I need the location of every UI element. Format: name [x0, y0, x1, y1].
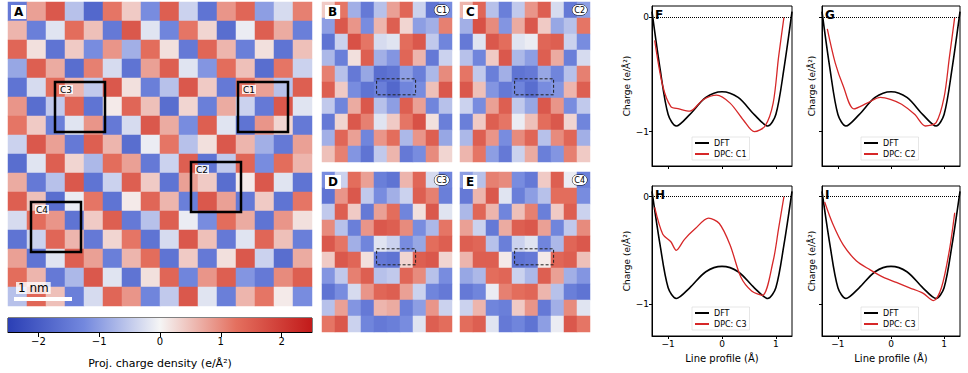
svg-text:I: I [825, 188, 829, 202]
svg-text:−2: −2 [31, 336, 46, 347]
svg-text:−1: −1 [92, 336, 107, 347]
svg-text:DPC: C3: DPC: C3 [883, 320, 915, 329]
svg-text:Charge (e/Å²): Charge (e/Å²) [621, 231, 632, 292]
svg-text:0: 0 [643, 192, 649, 202]
svg-text:1: 1 [941, 339, 947, 349]
svg-text:0: 0 [643, 12, 649, 22]
svg-text:0: 0 [719, 339, 725, 349]
svg-text:−1: −1 [831, 339, 844, 349]
svg-text:A: A [14, 5, 24, 19]
svg-text:DPC: C3: DPC: C3 [714, 320, 746, 329]
svg-text:C4: C4 [574, 176, 585, 185]
svg-text:H: H [655, 188, 665, 202]
svg-text:Line profile (Å): Line profile (Å) [854, 352, 928, 364]
svg-text:−1: −1 [636, 299, 649, 309]
svg-text:E: E [466, 175, 474, 189]
svg-text:Charge (e/Å²): Charge (e/Å²) [621, 56, 632, 117]
svg-text:−1: −1 [636, 127, 649, 137]
svg-text:C1: C1 [243, 85, 255, 95]
svg-text:B: B [328, 5, 337, 19]
svg-text:1: 1 [773, 339, 779, 349]
svg-text:1 nm: 1 nm [18, 281, 49, 295]
svg-text:DPC: C1: DPC: C1 [714, 150, 746, 159]
svg-text:DFT: DFT [883, 309, 899, 318]
svg-text:−1: −1 [662, 339, 675, 349]
svg-text:0: 0 [888, 339, 894, 349]
svg-text:D: D [328, 175, 338, 189]
svg-text:F: F [655, 8, 663, 22]
svg-text:G: G [825, 8, 835, 22]
svg-text:1: 1 [218, 336, 224, 347]
svg-text:DFT: DFT [883, 139, 899, 148]
svg-text:Charge (e/Å²): Charge (e/Å²) [806, 56, 817, 117]
svg-text:C3: C3 [60, 85, 72, 95]
svg-text:Line profile (Å): Line profile (Å) [685, 352, 759, 364]
svg-text:Charge (e/Å²): Charge (e/Å²) [806, 231, 817, 292]
svg-text:C2: C2 [196, 165, 208, 175]
svg-text:C4: C4 [36, 205, 48, 215]
svg-text:2: 2 [278, 336, 284, 347]
svg-text:C2: C2 [574, 6, 585, 15]
svg-text:C: C [466, 5, 475, 19]
svg-text:DPC: C2: DPC: C2 [883, 150, 915, 159]
svg-text:DFT: DFT [714, 309, 730, 318]
svg-text:C3: C3 [436, 176, 447, 185]
svg-text:0: 0 [157, 336, 163, 347]
svg-text:C1: C1 [436, 6, 447, 15]
svg-text:DFT: DFT [714, 139, 730, 148]
svg-text:Proj. charge density (e/Å²): Proj. charge density (e/Å²) [88, 357, 232, 370]
